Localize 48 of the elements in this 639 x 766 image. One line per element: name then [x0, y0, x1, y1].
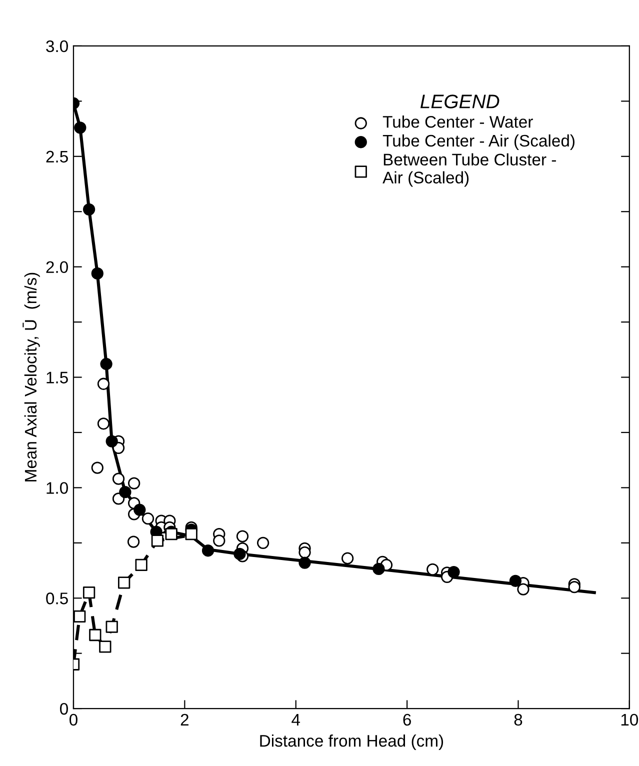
point: [119, 486, 132, 498]
point: [135, 558, 148, 572]
point: [448, 566, 460, 578]
y-tick-label: 1.0: [46, 482, 68, 494]
x-tick-label: 2: [180, 714, 188, 726]
point: [106, 435, 118, 448]
point: [568, 581, 580, 594]
point: [202, 544, 214, 557]
point: [112, 472, 125, 485]
y-tick-label: 2.0: [46, 261, 68, 274]
point: [517, 583, 530, 596]
point: [165, 528, 178, 540]
x-tick-label: 6: [403, 714, 411, 726]
y-tick-label: 0.5: [46, 592, 68, 604]
x-tick-label: 10: [621, 714, 638, 726]
y-axis-title: Mean Axial Velocity, Ū (m/s): [22, 272, 40, 482]
y-tick-label: 0: [60, 702, 68, 715]
point: [82, 586, 96, 599]
point: [99, 640, 112, 653]
legend-label: Between Tube Cluster - Air (Scaled): [382, 153, 556, 187]
point: [213, 534, 226, 547]
x-tick-label: 8: [514, 714, 522, 726]
point: [372, 562, 385, 576]
legend-title: LEGEND: [420, 94, 500, 108]
x-tick-label: 0: [70, 714, 78, 726]
point: [82, 203, 96, 216]
y-tick-label: 3.0: [46, 40, 68, 52]
point: [142, 512, 154, 525]
point: [89, 628, 102, 642]
point: [106, 620, 118, 633]
point: [100, 358, 112, 370]
point: [74, 610, 86, 623]
point: [185, 528, 198, 540]
point: [134, 504, 146, 516]
point: [151, 534, 164, 547]
y-tick-label: 2.5: [46, 150, 68, 163]
legend-label: Tube Center - Water: [382, 116, 533, 128]
y-tick-label: 1.5: [46, 372, 68, 384]
point: [74, 122, 86, 134]
point: [118, 576, 130, 589]
point: [298, 556, 311, 569]
point: [91, 267, 104, 280]
x-axis-title: Distance from Head (cm): [260, 734, 444, 750]
point: [509, 574, 522, 587]
point: [234, 548, 246, 560]
point: [298, 546, 311, 558]
legend-label: Tube Center - Air (Scaled): [382, 134, 574, 150]
x-tick-label: 4: [292, 714, 300, 726]
